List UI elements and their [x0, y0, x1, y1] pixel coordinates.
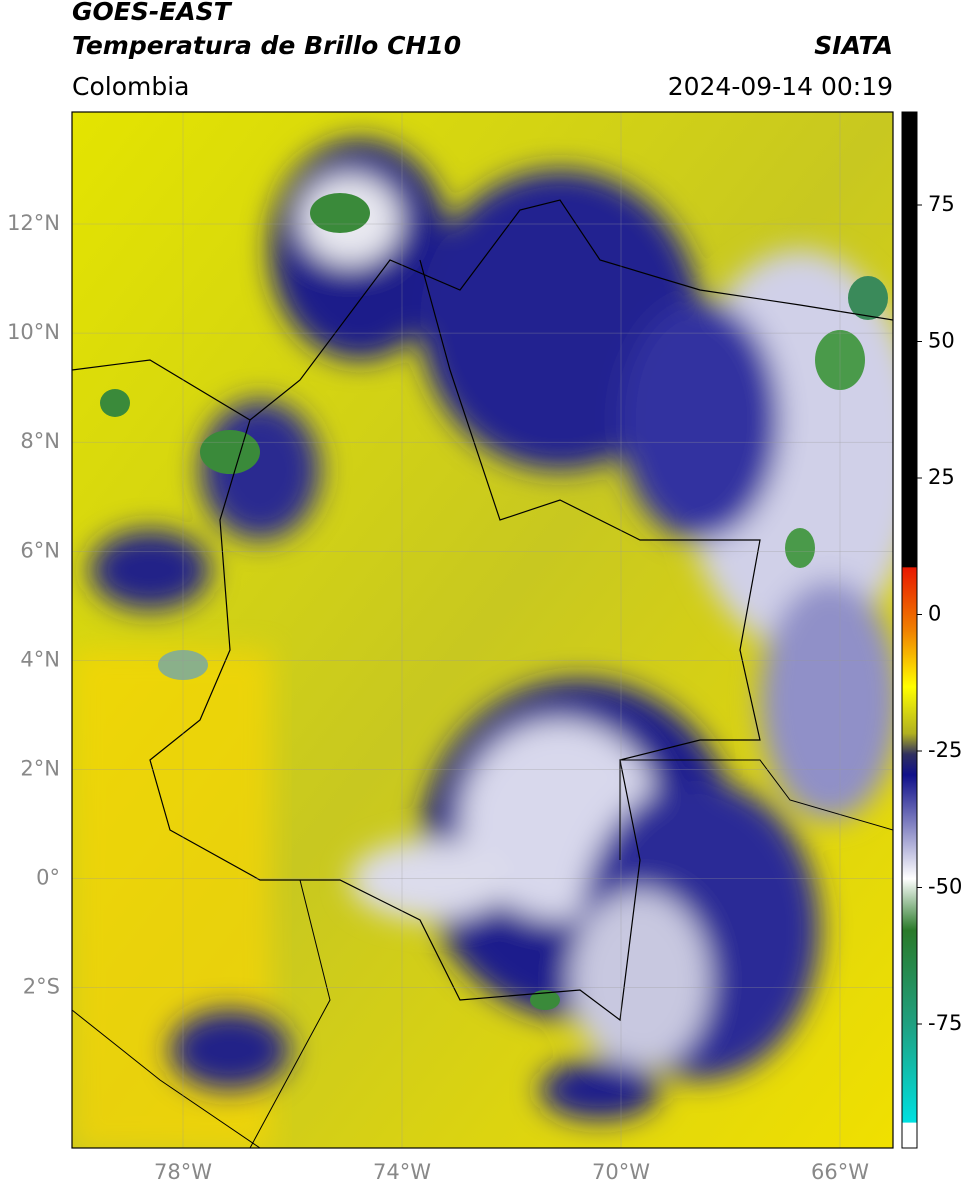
colorbar-label: 0	[928, 602, 941, 626]
lat-label: 2°N	[20, 757, 60, 781]
lat-label: 10°N	[7, 320, 60, 344]
lat-label: 6°N	[20, 538, 60, 562]
subtitle: Temperatura de Brillo CH10	[72, 31, 461, 60]
lon-label: 78°W	[154, 1160, 212, 1184]
map-frame	[71, 111, 894, 1149]
lat-label: 8°N	[20, 429, 60, 453]
colorbar-label: 75	[928, 192, 955, 216]
lat-label: 12°N	[7, 211, 60, 235]
satellite-image	[72, 112, 893, 1148]
lat-label: 2°S	[23, 975, 60, 999]
lon-label: 70°W	[592, 1160, 650, 1184]
datetime: 2024-09-14 00:19	[668, 72, 893, 101]
lon-label: 66°W	[811, 1160, 869, 1184]
colorbar	[901, 111, 918, 1149]
title: GOES-EAST	[72, 0, 233, 26]
source: SIATA	[814, 31, 893, 60]
region: Colombia	[72, 72, 189, 101]
colorbar-label: -75	[928, 1011, 962, 1035]
colorbar-label: -50	[928, 875, 962, 899]
lat-label: 4°N	[20, 647, 60, 671]
graticule	[72, 112, 893, 1148]
lat-label: 0°	[36, 866, 60, 890]
colorbar-label: 50	[928, 329, 955, 353]
labels: 12°N 10°N 8°N 6°N 4°N 2°N 0° 2°S 78°W 74°W 70°W 66°…	[7, 192, 962, 1184]
colorbar-label: 25	[928, 465, 955, 489]
colorbar-label: -25	[928, 738, 962, 762]
lon-label: 74°W	[373, 1160, 431, 1184]
